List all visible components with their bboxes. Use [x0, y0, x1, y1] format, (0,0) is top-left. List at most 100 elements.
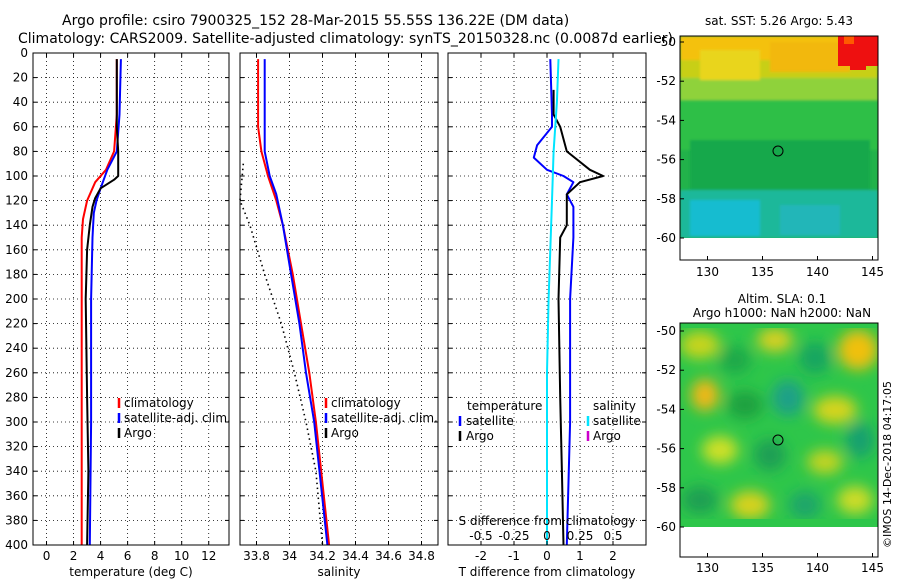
- map-y-tick-label: -56: [656, 442, 676, 456]
- s-difference-tick-label: 0.25: [567, 529, 594, 543]
- legend-label: Argo: [124, 426, 152, 440]
- series-line-t-satellite: [532, 59, 575, 546]
- legend-title-salinity: salinity: [593, 399, 636, 413]
- map-y-tick-label: -54: [656, 402, 676, 416]
- sla-map-title-line1: Altim. SLA: 0.1: [738, 292, 826, 306]
- map-y-tick-label: -54: [656, 113, 676, 127]
- map-y-tick-label: -58: [656, 192, 676, 206]
- legend-label: Argo: [466, 429, 494, 443]
- y-tick-label: 340: [5, 464, 28, 478]
- y-tick-label: 220: [5, 317, 28, 331]
- x-tick-label: 34: [282, 549, 297, 563]
- map-y-tick-label: -52: [656, 74, 676, 88]
- temperature-panel: 0 2 4 6 8 10 120204060801001201401601802002202…: [5, 46, 231, 579]
- argo-position-marker-sst: [772, 145, 784, 157]
- sla-map-field: [680, 323, 878, 527]
- x-tick-label: 34.6: [375, 549, 402, 563]
- x-axis-label: temperature (deg C): [69, 565, 192, 579]
- y-tick-label: 360: [5, 489, 28, 503]
- map-y-tick-label: -50: [656, 324, 676, 338]
- map-y-tick-label: -60: [656, 520, 676, 534]
- s-difference-axis-label: S difference from climatology: [459, 514, 636, 528]
- map-y-tick-label: -50: [656, 35, 676, 49]
- legend-label: climatology: [331, 396, 401, 410]
- series-line-climatology: [257, 59, 331, 546]
- legend-label: Argo: [331, 426, 359, 440]
- x-tick-label: 34.2: [309, 549, 336, 563]
- y-tick-label: 320: [5, 440, 28, 454]
- x-axis-label: T difference from climatology: [458, 565, 636, 579]
- x-axis-label: salinity: [317, 565, 360, 579]
- map-y-tick-label: -52: [656, 363, 676, 377]
- y-tick-label: 240: [5, 341, 28, 355]
- map-x-tick-label: 145: [861, 265, 884, 279]
- y-tick-label: 140: [5, 218, 28, 232]
- series-line-climatology: [80, 59, 118, 545]
- argo-position-marker-sla: [772, 434, 784, 446]
- map-y-tick-label: -58: [656, 481, 676, 495]
- sst-map: sat. SST: 5.26 Argo: 5.43 130 135 140 1: [656, 14, 884, 279]
- y-tick-label: 200: [5, 292, 28, 306]
- legend-label: satellite-adj. clim.: [331, 411, 438, 425]
- map-x-tick-label: 135: [751, 265, 774, 279]
- legend-label: satellite: [593, 414, 641, 428]
- y-tick-label: 20: [13, 71, 28, 85]
- s-difference-tick-label: 0: [543, 529, 551, 543]
- map-x-tick-label: 130: [696, 265, 719, 279]
- x-tick-label: 6: [124, 549, 132, 563]
- x-tick-label: 10: [174, 549, 189, 563]
- y-tick-label: 260: [5, 366, 28, 380]
- map-x-tick-label: 135: [751, 561, 774, 575]
- series-line-s-satellite: [546, 59, 560, 545]
- s-difference-tick-label: -0.25: [498, 529, 529, 543]
- x-tick-label: 12: [201, 549, 216, 563]
- x-tick-label: 8: [151, 549, 159, 563]
- map-y-tick-label: -56: [656, 153, 676, 167]
- series-line-argo: [239, 163, 324, 546]
- y-tick-label: 40: [13, 95, 28, 109]
- x-tick-label: 2: [609, 549, 617, 563]
- series-line-argo: [84, 59, 120, 546]
- imos-watermark: ©IMOS 14-Dec-2018 04:17:05: [881, 381, 894, 548]
- map-x-tick-label: 140: [806, 265, 829, 279]
- figure-title-line1: Argo profile: csiro 7900325_152 28-Mar-2…: [62, 13, 569, 29]
- axes-frame: [32, 52, 230, 546]
- s-difference-tick-label: -0.5: [469, 529, 492, 543]
- legend-label: Argo: [593, 429, 621, 443]
- legend-label: climatology: [124, 396, 194, 410]
- x-tick-label: -2: [475, 549, 487, 563]
- y-tick-label: 100: [5, 169, 28, 183]
- sst-map-field: [680, 36, 878, 238]
- y-tick-label: 280: [5, 390, 28, 404]
- y-tick-label: 120: [5, 194, 28, 208]
- map-x-tick-label: 130: [696, 561, 719, 575]
- x-tick-label: 34.4: [342, 549, 369, 563]
- map-x-tick-label: 145: [861, 561, 884, 575]
- y-tick-label: 300: [5, 415, 28, 429]
- x-tick-label: 2: [70, 549, 78, 563]
- sla-map-title-line2: Argo h1000: NaN h2000: NaN: [693, 306, 871, 320]
- y-tick-label: 160: [5, 243, 28, 257]
- legend-label: satellite-adj. clim.: [124, 411, 231, 425]
- y-tick-label: 60: [13, 120, 28, 134]
- figure-title-line2: Climatology: CARS2009. Satellite-adjuste…: [18, 31, 673, 47]
- map-x-tick-label: 140: [806, 561, 829, 575]
- y-tick-label: 380: [5, 513, 28, 527]
- series-line-t-argo: [552, 89, 605, 546]
- x-tick-label: 0: [543, 549, 551, 563]
- x-tick-label: 1: [576, 549, 584, 563]
- x-tick-label: 0: [43, 549, 51, 563]
- legend-label: satellite: [466, 414, 514, 428]
- s-difference-tick-label: 0.5: [603, 529, 622, 543]
- y-tick-label: 80: [13, 144, 28, 158]
- x-tick-label: -1: [508, 549, 520, 563]
- y-tick-label: 0: [20, 46, 28, 60]
- y-tick-label: 400: [5, 538, 28, 552]
- difference-panel: -2 -1 0 1 2 T difference from climatology temp…: [447, 52, 647, 579]
- y-tick-label: 180: [5, 267, 28, 281]
- sst-map-title: sat. SST: 5.26 Argo: 5.43: [705, 14, 853, 28]
- x-tick-label: 4: [97, 549, 105, 563]
- series-line-satellite-adj-clim-: [263, 59, 329, 546]
- x-tick-label: 34.8: [408, 549, 435, 563]
